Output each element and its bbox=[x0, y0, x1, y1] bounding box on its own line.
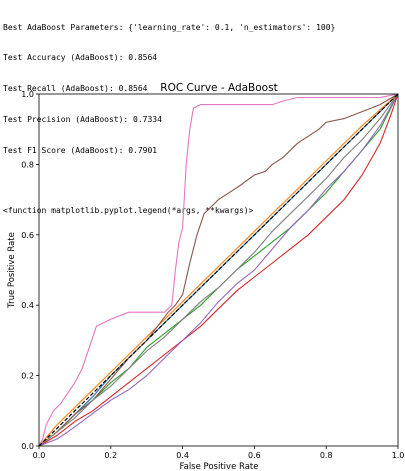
roc-series-2 bbox=[38, 93, 399, 447]
x-axis-label: False Positive Rate bbox=[180, 462, 259, 471]
y-tick-label: 0.2 bbox=[21, 372, 34, 381]
x-tick-label: 1.0 bbox=[392, 451, 405, 460]
y-tick-label: 0.6 bbox=[21, 231, 34, 240]
x-tick-label: 0.8 bbox=[320, 451, 333, 460]
function-output-line: <function matplotlib.pyplot.legend(*args… bbox=[3, 205, 254, 215]
plot-frame bbox=[38, 93, 399, 447]
x-tick-label: 0.6 bbox=[248, 451, 261, 460]
roc-series-7 bbox=[38, 93, 399, 447]
x-tick-label: 0.0 bbox=[33, 451, 46, 460]
plot-area bbox=[38, 93, 399, 447]
chart-title: ROC Curve - AdaBoost bbox=[160, 82, 277, 94]
notebook-output: Best AdaBoost Parameters: {'learning_rat… bbox=[3, 2, 403, 226]
f1-line: Test F1 Score (AdaBoost): 0.7901 bbox=[3, 146, 158, 156]
params-line: Best AdaBoost Parameters: {'learning_rat… bbox=[3, 22, 336, 32]
roc-series-6 bbox=[38, 93, 399, 447]
x-axis-ticks: 0.0 0.2 0.4 0.6 0.8 1.0 bbox=[33, 446, 405, 460]
y-tick-label: 0.0 bbox=[21, 442, 34, 451]
recall-line: Test Recall (AdaBoost): 0.8564 bbox=[3, 84, 148, 94]
roc-series-4 bbox=[38, 93, 399, 447]
y-axis-ticks: 0.0 0.2 0.4 0.6 0.8 1.0 bbox=[21, 90, 39, 451]
x-tick-label: 0.4 bbox=[176, 451, 189, 460]
y-tick-label: 1.0 bbox=[21, 90, 34, 99]
roc-series-5 bbox=[38, 93, 399, 447]
y-axis-label: True Positive Rate bbox=[7, 232, 17, 309]
precision-line: Test Precision (AdaBoost): 0.7334 bbox=[3, 115, 162, 125]
x-tick-label: 0.2 bbox=[104, 451, 117, 460]
y-tick-label: 0.4 bbox=[21, 301, 34, 310]
accuracy-line: Test Accuracy (AdaBoost): 0.8564 bbox=[3, 53, 158, 63]
y-tick-label: 0.8 bbox=[21, 160, 34, 169]
roc-series-8 bbox=[38, 93, 399, 447]
